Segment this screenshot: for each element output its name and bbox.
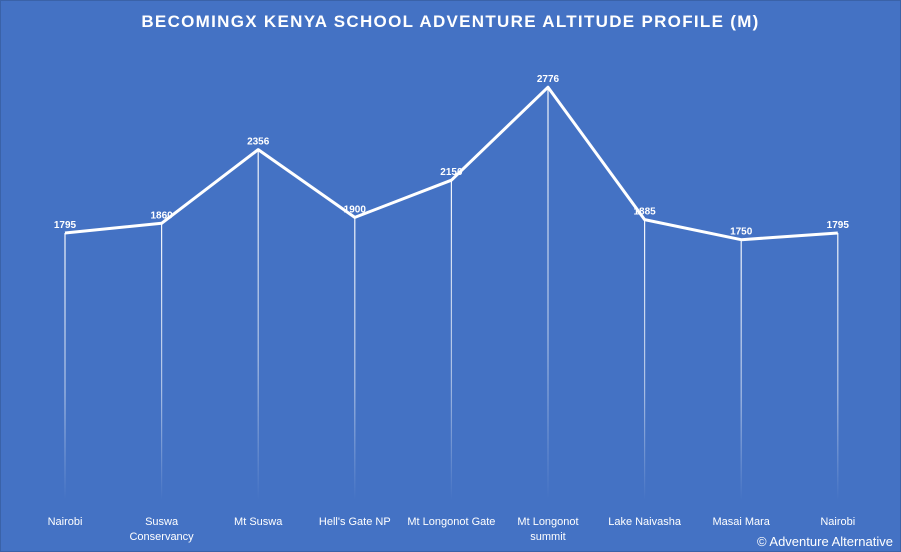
data-label: 1795 bbox=[54, 220, 77, 231]
x-axis-labels: Nairobi Suswa Conservancy Mt Suswa Hell's Ga… bbox=[48, 516, 856, 543]
drop-line bbox=[257, 149, 259, 500]
drop-line bbox=[547, 87, 549, 500]
series-line-altitude bbox=[64, 85, 838, 242]
drop-lines bbox=[64, 87, 839, 501]
chart-title: BECOMINGX KENYA SCHOOL ADVENTURE ALTITUD… bbox=[141, 12, 760, 31]
x-tick-label: Mt Longonot summit bbox=[517, 516, 578, 543]
drop-line bbox=[354, 217, 356, 500]
data-label: 1750 bbox=[730, 227, 753, 238]
x-tick-label: Mt Suswa bbox=[234, 516, 283, 528]
data-labels: 1795 1860 2356 1900 2150 2776 1885 1750 1795 bbox=[54, 74, 849, 238]
drop-line bbox=[450, 180, 452, 500]
drop-line bbox=[161, 223, 163, 501]
data-label: 1900 bbox=[344, 204, 367, 215]
drop-line bbox=[64, 233, 66, 500]
x-tick-label: Mt Longonot Gate bbox=[407, 516, 495, 528]
data-label: 2356 bbox=[247, 137, 270, 148]
copyright-text: © Adventure Alternative bbox=[756, 534, 893, 549]
x-tick-label: Nairobi bbox=[48, 516, 83, 528]
drop-line bbox=[644, 219, 646, 500]
x-tick-label: Nairobi bbox=[820, 516, 855, 528]
data-label: 2150 bbox=[440, 167, 463, 178]
x-tick-label: Hell's Gate NP bbox=[319, 516, 391, 528]
drop-line bbox=[837, 233, 839, 500]
data-label: 1860 bbox=[150, 210, 173, 221]
x-tick-label: Masai Mara bbox=[712, 516, 770, 528]
data-label: 2776 bbox=[537, 74, 560, 85]
x-tick-label: Lake Naivasha bbox=[608, 516, 682, 528]
drop-line bbox=[740, 239, 742, 500]
x-tick-label: Suswa Conservancy bbox=[129, 516, 194, 543]
data-label: 1885 bbox=[633, 207, 656, 218]
data-label: 1795 bbox=[827, 220, 850, 231]
